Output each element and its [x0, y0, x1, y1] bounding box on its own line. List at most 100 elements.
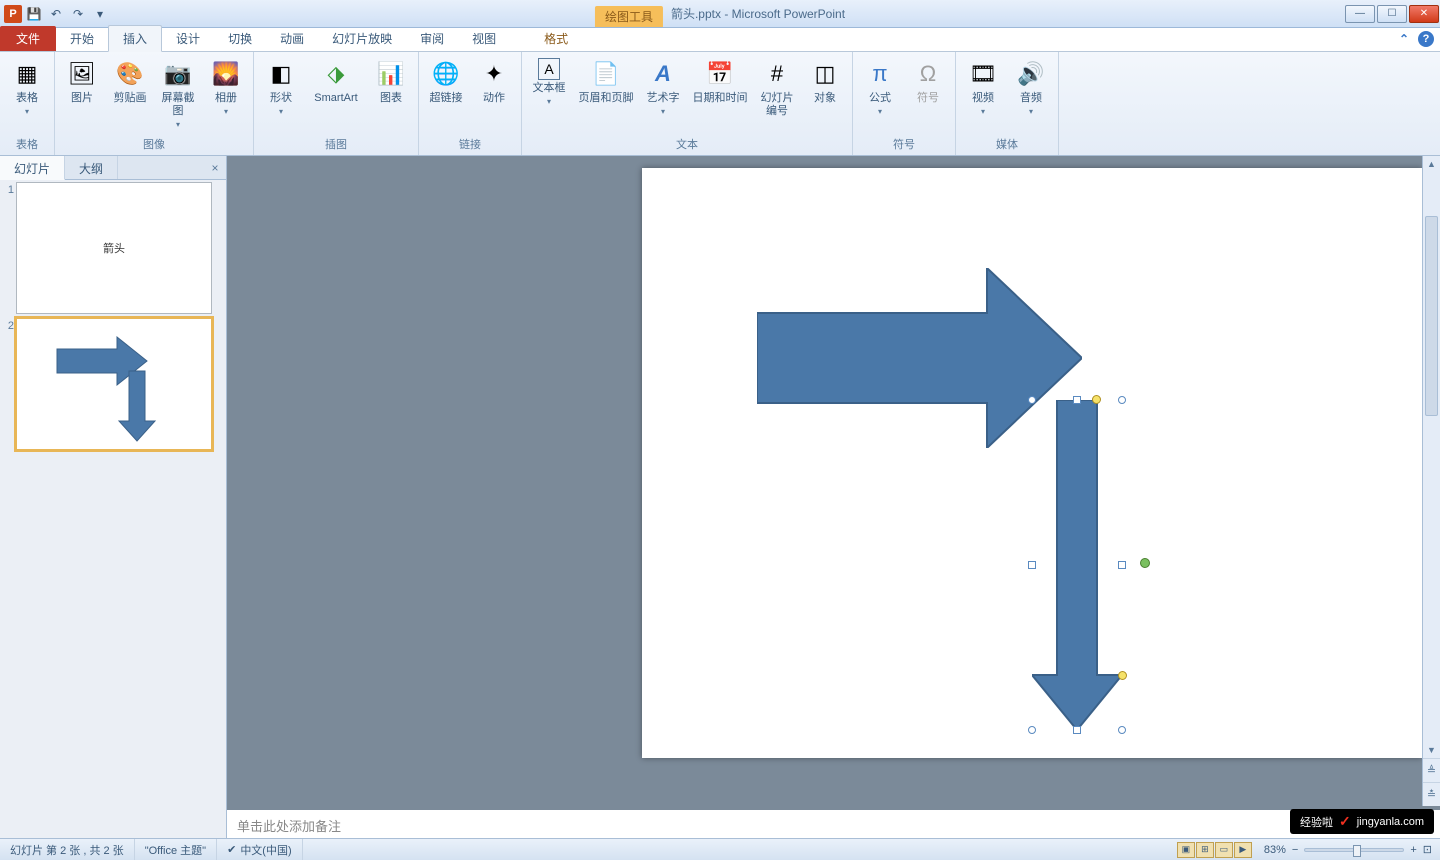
slide-thumbnail-1[interactable]: 箭头	[16, 182, 212, 314]
zoom-level[interactable]: 83%	[1264, 844, 1286, 856]
group-label-media: 媒体	[960, 134, 1054, 155]
slide-nav: ≜ ≛	[1423, 758, 1440, 806]
slide-canvas[interactable]	[642, 168, 1422, 758]
tab-outline[interactable]: 大纲	[65, 156, 118, 179]
scroll-down-icon[interactable]: ▼	[1423, 742, 1440, 758]
selection-handle[interactable]	[1028, 561, 1036, 569]
zoom-fit-icon[interactable]: ⊡	[1423, 843, 1432, 856]
tab-insert[interactable]: 插入	[108, 25, 162, 52]
thumb-number: 1	[2, 182, 16, 314]
shapes-button[interactable]: ◧形状▾	[258, 56, 304, 118]
video-button[interactable]: 🎞视频▾	[960, 56, 1006, 118]
textbox-button[interactable]: A文本框▾	[526, 56, 572, 108]
tab-slides-thumbnails[interactable]: 幻灯片	[0, 156, 65, 180]
zoom-slider[interactable]	[1304, 848, 1404, 852]
slidenum-button[interactable]: #幻灯片 编号	[754, 56, 800, 120]
view-normal-icon[interactable]: ▣	[1177, 842, 1195, 858]
equation-icon: π	[864, 58, 896, 90]
tab-view[interactable]: 视图	[458, 26, 510, 51]
tab-format[interactable]: 格式	[530, 26, 582, 51]
selection-handle[interactable]	[1073, 396, 1081, 404]
object-button[interactable]: ◫对象	[802, 56, 848, 107]
slide-thumbnail-2[interactable]	[16, 318, 212, 450]
tab-animation[interactable]: 动画	[266, 26, 318, 51]
thumb-preview-icon	[17, 319, 213, 451]
qat-save-icon[interactable]: 💾	[24, 4, 44, 24]
view-slideshow-icon[interactable]: ▶	[1234, 842, 1252, 858]
help-icon[interactable]: ?	[1418, 31, 1434, 47]
group-label-links: 链接	[423, 134, 517, 155]
prev-slide-icon[interactable]: ≜	[1423, 758, 1440, 782]
clipart-button[interactable]: 🎨剪贴画	[107, 56, 153, 107]
view-sorter-icon[interactable]: ⊞	[1196, 842, 1214, 858]
maximize-button[interactable]: ☐	[1377, 5, 1407, 23]
zoom-in-icon[interactable]: +	[1410, 844, 1416, 856]
tab-slideshow[interactable]: 幻灯片放映	[318, 26, 406, 51]
selection-handle[interactable]	[1028, 726, 1036, 734]
chart-button[interactable]: 📊图表	[368, 56, 414, 107]
tab-design[interactable]: 设计	[162, 26, 214, 51]
qat-redo-icon[interactable]: ↷	[68, 4, 88, 24]
tab-home[interactable]: 开始	[56, 26, 108, 51]
window-title: 箭头.pptx - Microsoft PowerPoint	[671, 5, 845, 22]
selection-handle[interactable]	[1118, 561, 1126, 569]
symbol-button[interactable]: Ω符号	[905, 56, 951, 107]
zoom-knob[interactable]	[1353, 845, 1361, 857]
minimize-button[interactable]: —	[1345, 5, 1375, 23]
clipart-icon: 🎨	[114, 58, 146, 90]
view-reading-icon[interactable]: ▭	[1215, 842, 1233, 858]
work-area: 幻灯片 大纲 × 1 箭头 2	[0, 156, 1440, 838]
quick-access-toolbar: P 💾 ↶ ↷ ▾	[0, 4, 110, 24]
equation-button[interactable]: π公式▾	[857, 56, 903, 118]
group-symbols: π公式▾ Ω符号 符号	[853, 52, 956, 155]
qat-undo-icon[interactable]: ↶	[46, 4, 66, 24]
table-button[interactable]: ▦ 表格 ▾	[4, 56, 50, 118]
scroll-up-icon[interactable]: ▲	[1423, 156, 1440, 172]
panel-close-icon[interactable]: ×	[204, 156, 226, 179]
vertical-scrollbar[interactable]: ▲ ▼ ≜ ≛	[1422, 156, 1440, 806]
hyperlink-button[interactable]: 🌐超链接	[423, 56, 469, 107]
selection-handle[interactable]	[1073, 726, 1081, 734]
smartart-button[interactable]: ⬗SmartArt	[306, 56, 366, 107]
datetime-button[interactable]: 📅日期和时间	[688, 56, 752, 107]
minimize-ribbon-icon[interactable]: ⌃	[1396, 31, 1412, 47]
thumbnail-row: 2	[2, 318, 224, 450]
group-media: 🎞视频▾ 🔊音频▾ 媒体	[956, 52, 1059, 155]
group-label-illustrations: 插图	[258, 134, 414, 155]
wordart-button[interactable]: A艺术字▾	[640, 56, 686, 118]
thumbnail-row: 1 箭头	[2, 182, 224, 314]
album-button[interactable]: 🌄相册▾	[203, 56, 249, 118]
shape-down-arrow[interactable]	[1032, 400, 1122, 730]
next-slide-icon[interactable]: ≛	[1423, 782, 1440, 806]
selection-handle[interactable]	[1028, 396, 1036, 404]
selection-handle[interactable]	[1118, 396, 1126, 404]
action-button[interactable]: ✦动作	[471, 56, 517, 107]
smartart-icon: ⬗	[320, 58, 352, 90]
scroll-thumb[interactable]	[1425, 216, 1438, 416]
status-theme: "Office 主题"	[135, 839, 217, 860]
screenshot-button[interactable]: 📷屏幕截图▾	[155, 56, 201, 131]
tab-file[interactable]: 文件	[0, 26, 56, 51]
tab-review[interactable]: 审阅	[406, 26, 458, 51]
tab-transition[interactable]: 切换	[214, 26, 266, 51]
album-icon: 🌄	[210, 58, 242, 90]
slide-panel-tabs: 幻灯片 大纲 ×	[0, 156, 226, 180]
headerfooter-button[interactable]: 📄页眉和页脚	[574, 56, 638, 107]
selection-handle[interactable]	[1118, 726, 1126, 734]
app-icon[interactable]: P	[4, 5, 22, 23]
group-tables: ▦ 表格 ▾ 表格	[0, 52, 55, 155]
thumb-title-text: 箭头	[103, 240, 125, 256]
rotate-handle[interactable]	[1140, 558, 1150, 568]
status-language[interactable]: ✔中文(中国)	[217, 839, 303, 860]
zoom-out-icon[interactable]: −	[1292, 844, 1298, 856]
audio-button[interactable]: 🔊音频▾	[1008, 56, 1054, 118]
group-illustrations: ◧形状▾ ⬗SmartArt 📊图表 插图	[254, 52, 419, 155]
watermark-url: jingyanla.com	[1357, 816, 1424, 828]
notes-pane[interactable]: 单击此处添加备注	[227, 806, 1440, 838]
close-button[interactable]: ✕	[1409, 5, 1439, 23]
picture-button[interactable]: 🖼图片	[59, 56, 105, 107]
zoom-controls: 83% − + ⊡	[1256, 843, 1440, 856]
shapes-icon: ◧	[265, 58, 297, 90]
datetime-icon: 📅	[704, 58, 736, 90]
qat-dropdown-icon[interactable]: ▾	[90, 4, 110, 24]
